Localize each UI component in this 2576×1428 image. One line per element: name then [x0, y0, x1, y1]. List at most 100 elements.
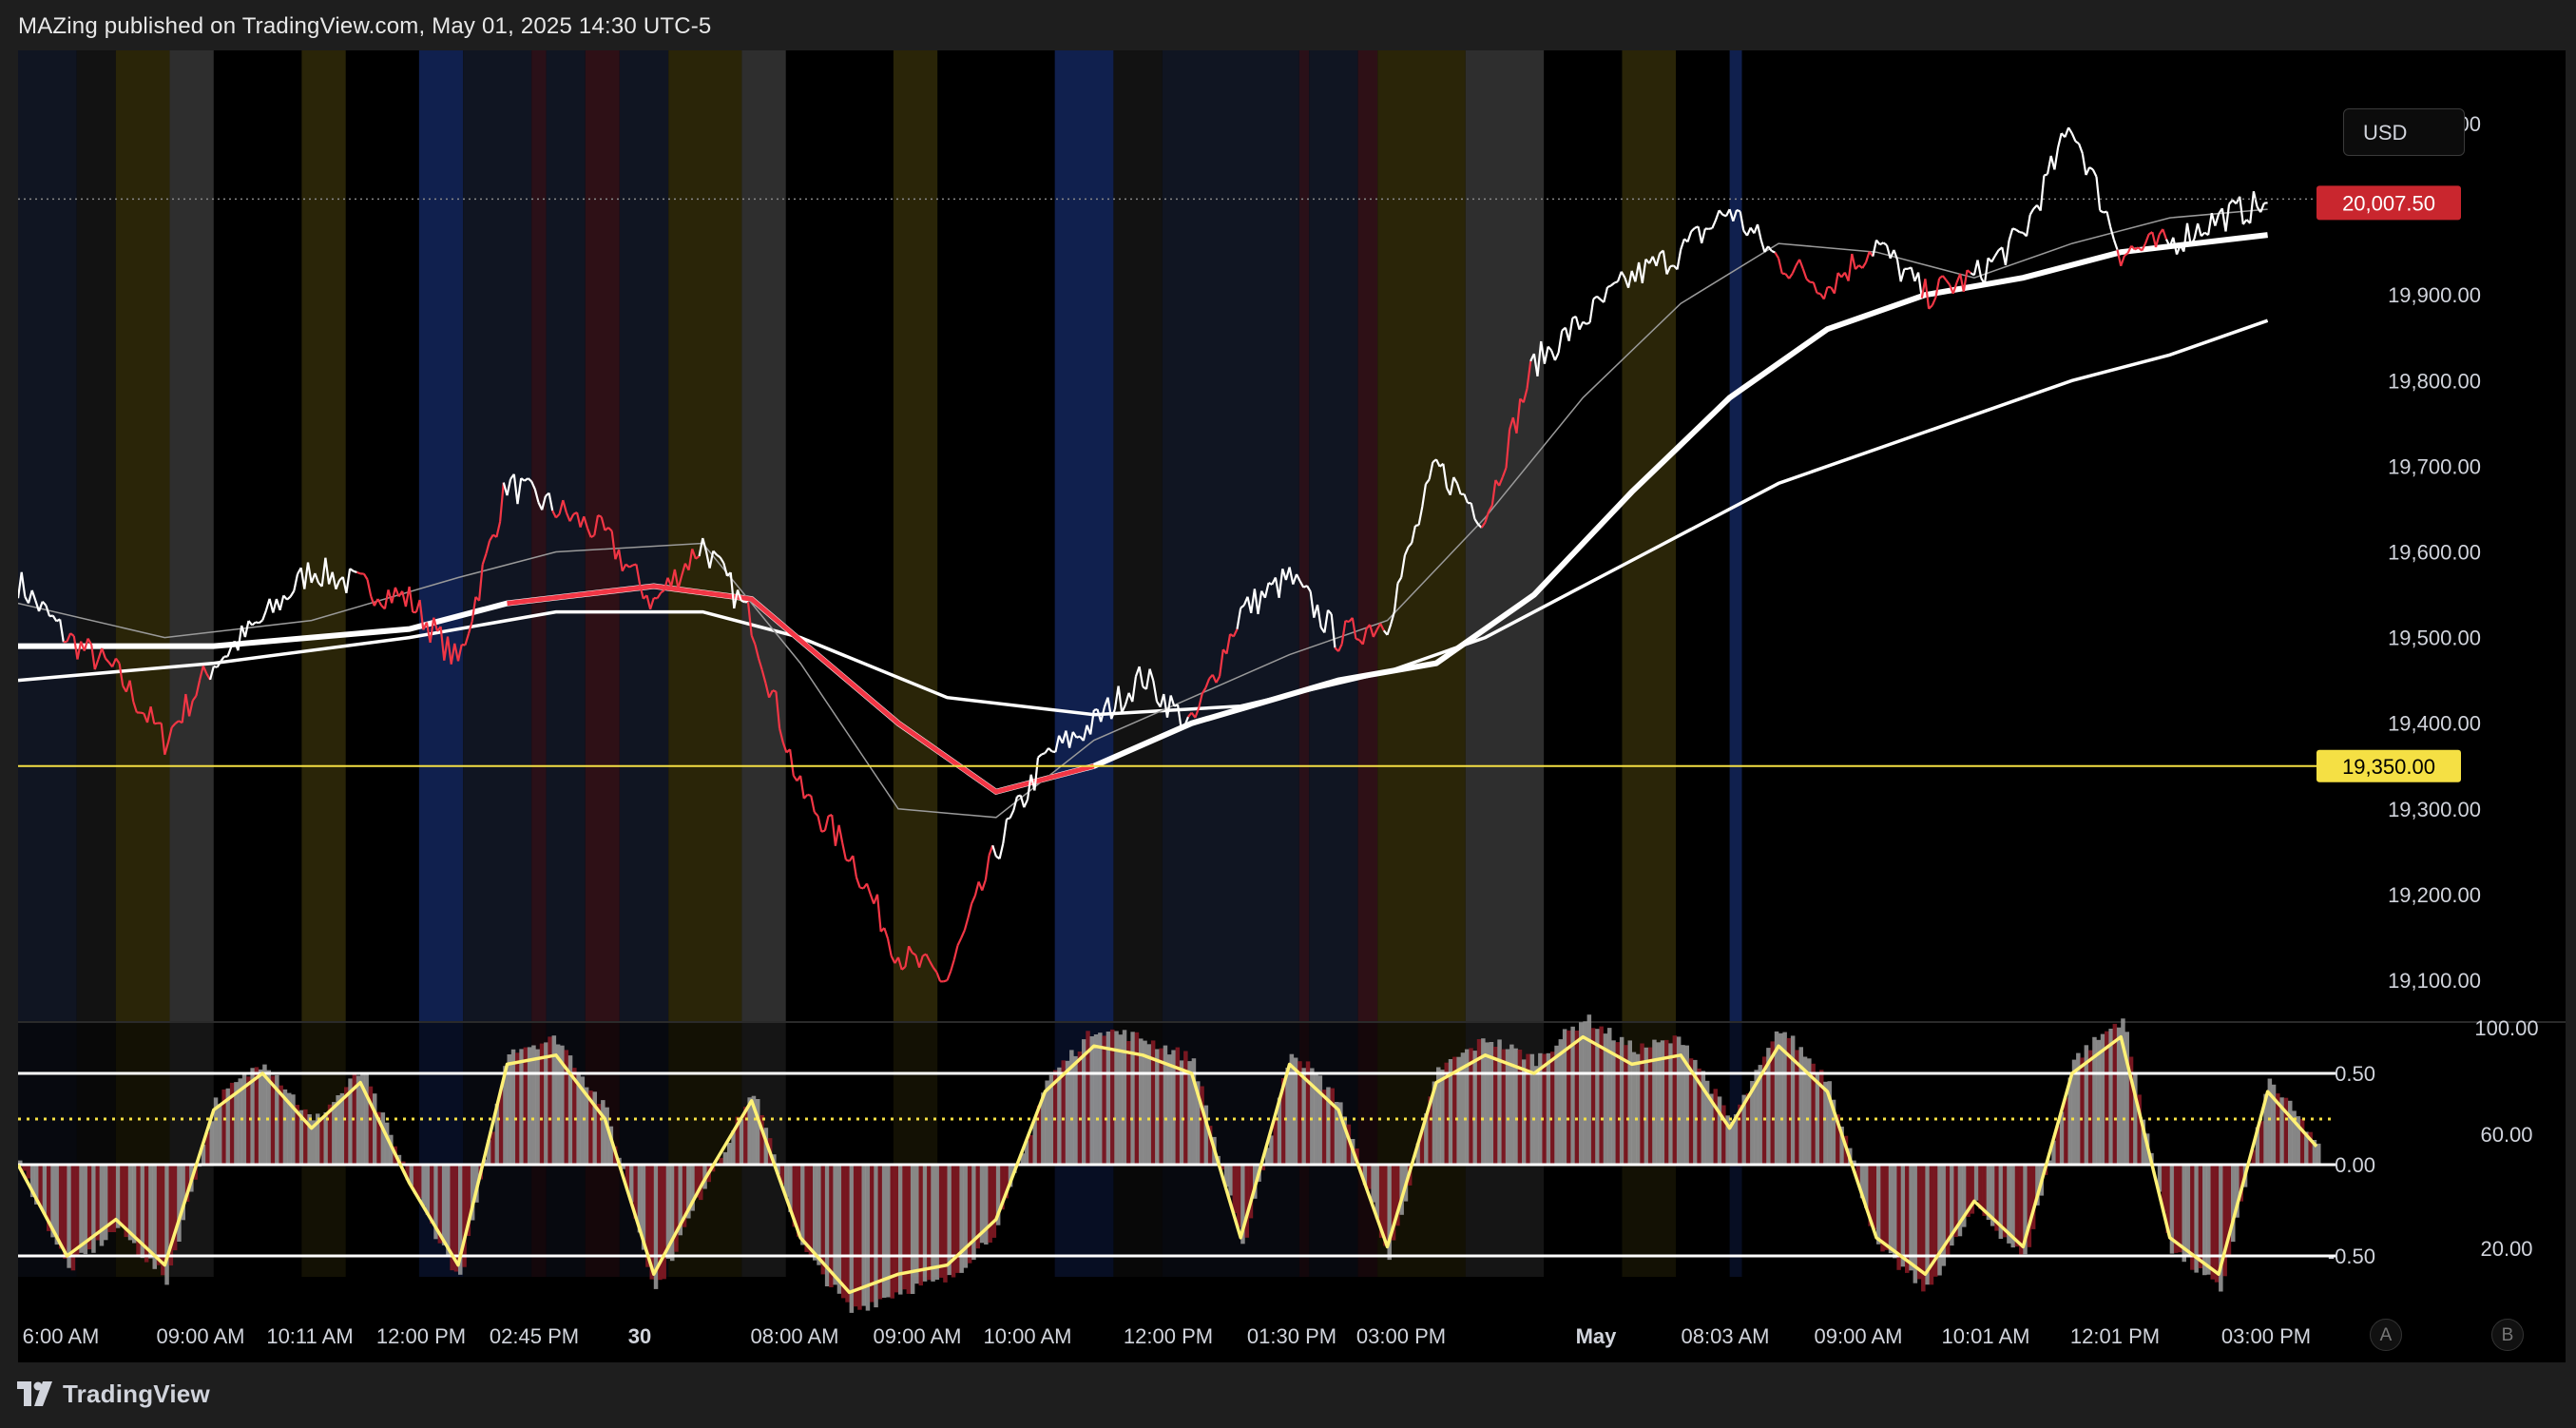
price-segment — [823, 816, 830, 831]
osc-histogram-bar — [894, 1165, 899, 1293]
price-segment — [1833, 272, 1839, 294]
session-zone-21 — [1465, 50, 1545, 1022]
price-segment — [1488, 505, 1493, 512]
price-segment — [708, 550, 715, 569]
price-segment — [2124, 252, 2129, 257]
osc-histogram-bar — [621, 1165, 625, 1169]
osc-histogram-bar — [1668, 1043, 1673, 1165]
price-segment — [2095, 176, 2102, 211]
time-tick-label: 6:00 AM — [23, 1324, 100, 1348]
price-segment — [2074, 140, 2080, 145]
price-segment — [1885, 244, 1892, 260]
osc-histogram-bar — [971, 1165, 976, 1261]
osc-histogram-bar — [2157, 1165, 2163, 1192]
price-segment — [356, 570, 361, 575]
osc-histogram-bar — [1950, 1165, 1954, 1246]
price-segment — [1928, 304, 1933, 310]
osc-histogram-bar — [1738, 1104, 1742, 1165]
price-segment — [541, 495, 547, 511]
currency-selector[interactable]: USD — [2343, 108, 2465, 156]
osc-histogram-bar — [914, 1165, 919, 1284]
osc-histogram-bar — [2222, 1165, 2227, 1277]
price-segment — [1616, 271, 1623, 282]
price-segment — [1505, 429, 1511, 469]
osc-histogram-bar — [1701, 1071, 1706, 1165]
oscillator-axis: 0.50 0.00 -0.50 100.00 60.00 20.00 — [2328, 1016, 2539, 1268]
price-segment — [1501, 467, 1508, 478]
osc-histogram-bar — [50, 1165, 55, 1238]
osc-histogram-bar — [1191, 1058, 1197, 1165]
price-segment — [1895, 259, 1902, 282]
price-segment — [932, 967, 938, 974]
price-segment — [817, 815, 823, 833]
osc-histogram-bar — [1391, 1165, 1396, 1241]
price-segment — [1711, 220, 1717, 229]
time-tick-label: 09:00 AM — [1815, 1324, 1903, 1348]
osc-histogram-bar — [1562, 1029, 1567, 1165]
osc-histogram-bar — [1424, 1113, 1429, 1165]
osc-histogram-bar — [1444, 1062, 1449, 1165]
osc-histogram-bar — [1264, 1148, 1270, 1165]
osc-histogram-bar — [2019, 1165, 2024, 1255]
osc-histogram-bar — [430, 1165, 434, 1224]
osc-histogram-bar — [1852, 1160, 1856, 1165]
osc-histogram-bar — [364, 1073, 369, 1165]
osc-histogram-bar — [1228, 1165, 1233, 1196]
price-segment — [1198, 693, 1203, 709]
osc-histogram-bar — [1599, 1026, 1604, 1165]
price-segment — [1100, 706, 1105, 723]
toggle-b-button[interactable]: B — [2491, 1319, 2524, 1351]
price-segment — [628, 564, 634, 569]
osc-histogram-bar — [934, 1165, 940, 1280]
osc-histogram-bar — [963, 1165, 969, 1268]
osc-histogram-bar — [218, 1104, 222, 1165]
osc-histogram-bar — [2226, 1165, 2232, 1256]
osc-histogram-bar — [1693, 1059, 1698, 1165]
price-segment — [286, 595, 292, 601]
osc-histogram-bar — [380, 1112, 386, 1165]
price-segment — [981, 878, 987, 891]
osc-histogram-bar — [47, 1165, 51, 1231]
osc-histogram-bar — [694, 1165, 700, 1198]
osc-histogram-bar — [453, 1165, 459, 1272]
price-segment — [2004, 240, 2010, 265]
osc-histogram-bar — [1122, 1030, 1127, 1165]
price-segment — [1278, 569, 1284, 598]
price-segment — [366, 579, 373, 597]
price-segment — [1993, 249, 2000, 257]
chart-area[interactable]: 20,100.0019,900.0019,800.0019,700.0019,6… — [18, 50, 2566, 1362]
price-segment — [991, 844, 997, 858]
price-segment — [604, 527, 609, 531]
price-segment — [1033, 757, 1040, 791]
price-segment — [174, 720, 180, 724]
price-segment — [1550, 350, 1556, 361]
price-segment — [656, 591, 663, 599]
price-segment — [845, 859, 851, 862]
price-segment — [1369, 624, 1375, 638]
osc-histogram-bar — [902, 1165, 907, 1290]
price-segment — [1522, 388, 1528, 403]
osc-histogram-bar — [678, 1165, 682, 1236]
price-segment — [471, 596, 477, 622]
osc-histogram-bar — [229, 1082, 235, 1165]
price-segment — [314, 572, 320, 584]
oscillator-line — [18, 1034, 2318, 1295]
price-segment — [2197, 222, 2202, 237]
osc-histogram-bar — [1493, 1047, 1498, 1165]
session-zone-2 — [115, 50, 170, 1022]
osc-histogram-bar — [2027, 1165, 2032, 1247]
price-axis: 20,100.0019,900.0019,800.0019,700.0019,6… — [2316, 112, 2481, 993]
osc-histogram-bar — [344, 1087, 349, 1165]
price-segment — [1165, 695, 1172, 718]
osc-histogram-bar — [690, 1165, 695, 1211]
auto-scale-button[interactable]: A — [2370, 1319, 2402, 1351]
price-segment — [935, 972, 942, 982]
osc-histogram-bar — [1554, 1045, 1559, 1165]
price-segment — [1306, 585, 1312, 592]
osc-histogram-bar — [1526, 1053, 1530, 1165]
osc-histogram-bar — [1310, 1068, 1315, 1165]
price-segment — [408, 586, 414, 613]
session-zone-22 — [1622, 50, 1677, 1022]
chart-svg[interactable]: 20,100.0019,900.0019,800.0019,700.0019,6… — [18, 50, 2566, 1362]
price-segment — [220, 655, 225, 663]
